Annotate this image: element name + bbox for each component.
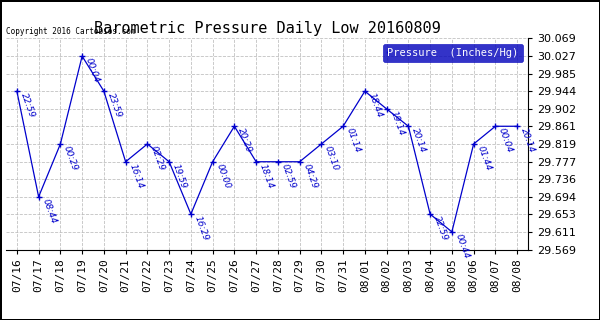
- Text: 19:59: 19:59: [171, 162, 188, 190]
- Text: 16:29: 16:29: [193, 214, 210, 242]
- Text: 18:44: 18:44: [367, 92, 384, 119]
- Text: 22:59: 22:59: [432, 214, 449, 242]
- Text: 02:29: 02:29: [149, 144, 166, 172]
- Text: 18:14: 18:14: [258, 162, 275, 190]
- Text: 08:44: 08:44: [40, 197, 58, 225]
- Text: 19:14: 19:14: [388, 109, 406, 137]
- Text: 01:14: 01:14: [345, 127, 362, 154]
- Text: 00:04: 00:04: [497, 127, 514, 154]
- Title: Barometric Pressure Daily Low 20160809: Barometric Pressure Daily Low 20160809: [94, 21, 440, 36]
- Text: 00:04: 00:04: [84, 57, 101, 84]
- Legend: Pressure  (Inches/Hg): Pressure (Inches/Hg): [383, 44, 523, 62]
- Text: Copyright 2016 Cartobios.com: Copyright 2016 Cartobios.com: [6, 27, 136, 36]
- Text: 23:59: 23:59: [106, 92, 123, 119]
- Text: 00:44: 00:44: [454, 232, 471, 260]
- Text: 00:00: 00:00: [214, 162, 232, 190]
- Text: 00:29: 00:29: [62, 144, 79, 172]
- Text: 20:14: 20:14: [410, 127, 427, 154]
- Text: 20:29: 20:29: [236, 127, 253, 154]
- Text: 16:14: 16:14: [127, 162, 145, 190]
- Text: 04:29: 04:29: [301, 162, 319, 190]
- Text: 03:10: 03:10: [323, 144, 340, 172]
- Text: 22:59: 22:59: [19, 92, 36, 119]
- Text: 02:59: 02:59: [280, 162, 297, 190]
- Text: 20:14: 20:14: [519, 127, 536, 154]
- Text: 01:44: 01:44: [475, 144, 493, 172]
